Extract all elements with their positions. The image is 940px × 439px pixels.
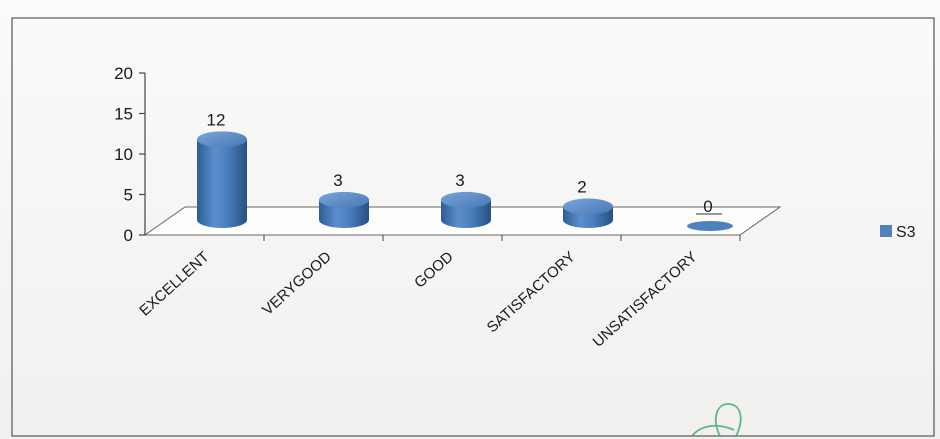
y-tick-label: 5	[124, 186, 133, 205]
data-label: 3	[455, 171, 464, 190]
data-label: 12	[207, 110, 226, 129]
bar-good	[441, 191, 491, 228]
bar-verygood	[319, 191, 369, 228]
x-tick-label: SATISFACTORY	[484, 248, 579, 336]
bar-top	[319, 191, 369, 208]
data-label: 3	[333, 171, 342, 190]
y-tick-label: 10	[114, 145, 133, 164]
data-label: 2	[577, 178, 586, 197]
x-tick-label: VERYGOOD	[259, 248, 335, 319]
legend-swatch	[880, 225, 892, 237]
data-labels: 12 3 3 2 0	[207, 110, 722, 216]
bar-body	[441, 199, 491, 228]
bar-satisfactory	[563, 198, 613, 228]
bar-top	[441, 191, 491, 208]
legend: S3	[880, 224, 916, 241]
x-tick-label: EXCELLENT	[136, 248, 212, 319]
y-tick-label: 20	[114, 64, 133, 83]
pen-mark	[691, 403, 742, 437]
bars	[197, 131, 733, 231]
y-tick-label: 15	[114, 105, 133, 124]
legend-label: S3	[896, 224, 916, 241]
bar-body	[197, 139, 247, 228]
x-axis-labels: EXCELLENT VERYGOOD GOOD SATISFACTORY UNSATIS…	[136, 248, 700, 351]
x-tick-label: GOOD	[411, 248, 457, 291]
chart-border	[11, 17, 935, 437]
y-tick-label: 0	[124, 226, 133, 245]
bar-body	[319, 199, 369, 228]
bar-excellent	[197, 131, 247, 228]
bar-flat	[687, 221, 733, 231]
x-tick-label: UNSATISFACTORY	[590, 248, 701, 350]
data-label: 0	[703, 197, 712, 216]
bar-unsatisfactory	[687, 221, 733, 231]
bar-top	[197, 131, 247, 148]
bar-top	[563, 198, 613, 215]
